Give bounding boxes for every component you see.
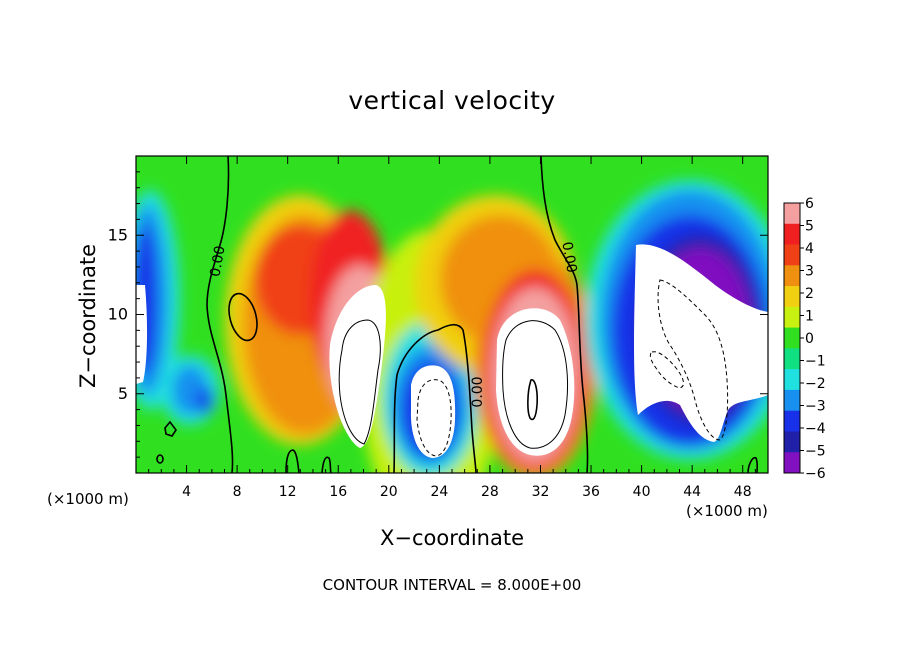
contour-zero-left xyxy=(206,156,234,473)
colorbar-cell xyxy=(784,203,800,225)
colorbar-cell xyxy=(784,327,800,349)
x-tick-label: 12 xyxy=(279,484,297,500)
colorbar: 6 5 4 3 2 1 0 −1 −2 −3 −4 −5 −6 xyxy=(783,196,826,482)
x-tick-label: 32 xyxy=(532,484,550,500)
colorbar-tick-label: 6 xyxy=(805,196,814,212)
x-unit-right: (×1000 m) xyxy=(686,502,768,520)
colorbar-cell xyxy=(784,348,800,370)
x-tick-label: 20 xyxy=(380,484,398,500)
contour-inner-b xyxy=(502,320,569,449)
x-tick-label: 48 xyxy=(734,484,752,500)
contour-bottom-2 xyxy=(321,456,332,473)
colorbar-tick-label: 1 xyxy=(805,309,814,325)
x-tick-label: 24 xyxy=(430,484,448,500)
x-tick-label: 16 xyxy=(329,484,347,500)
colorbar-tick-label: 0 xyxy=(805,331,814,347)
core-left-edge xyxy=(136,285,148,384)
contour-bottom-3 xyxy=(747,456,759,473)
y-tick-label: 5 xyxy=(118,384,128,403)
contour-inner-a xyxy=(338,319,381,445)
x-axis-label: X−coordinate xyxy=(380,526,524,550)
contour-zero-right xyxy=(540,156,589,473)
x-ticks: 4 8 12 16 20 24 28 32 36 40 44 48 xyxy=(148,156,756,500)
colorbar-tick-label: −3 xyxy=(805,399,826,415)
contour-closed-loop xyxy=(228,292,258,342)
colorbar-cell xyxy=(784,244,800,266)
colorbar-tick-label: −6 xyxy=(805,466,826,482)
colorbar-cell xyxy=(784,223,800,246)
colorbar-tick-label: −5 xyxy=(805,444,826,460)
velocity-field xyxy=(136,156,768,473)
colorbar-cell xyxy=(784,265,800,287)
core-downdraft-right xyxy=(634,244,768,442)
colorbar-tick-label: 4 xyxy=(805,241,814,257)
inner-contours xyxy=(338,279,729,457)
colorbar-cell xyxy=(784,389,800,412)
y-tick-label: 10 xyxy=(108,305,128,324)
x-tick-label: 8 xyxy=(233,484,242,500)
colorbar-tick-label: −1 xyxy=(805,354,826,370)
contour-label-group: 0.00 0.00 0.00 xyxy=(207,241,579,408)
x-tick-label: 28 xyxy=(481,484,499,500)
contour-label-right: 0.00 xyxy=(558,241,579,274)
contour-dashed-center xyxy=(416,379,452,457)
colorbar-tick-label: 5 xyxy=(805,219,814,235)
chart-title: vertical velocity xyxy=(348,86,556,115)
colorbar-cell xyxy=(784,431,800,453)
contour-dashed-right-small xyxy=(649,351,684,389)
x-tick-label: 36 xyxy=(582,484,600,500)
y-ticks: 5 10 15 xyxy=(108,171,768,458)
contour-small-1 xyxy=(164,420,177,437)
colorbar-tick-label: 3 xyxy=(805,264,814,280)
contour-dashed-right xyxy=(657,279,729,441)
core-updraft-a xyxy=(329,285,386,448)
x-tick-label: 44 xyxy=(683,484,701,500)
contour-small-2 xyxy=(156,454,164,464)
contour-bottom-1 xyxy=(285,449,300,473)
colorbar-cell xyxy=(784,410,800,432)
colorbar-cell xyxy=(784,306,800,329)
field-left-lower-darkblue xyxy=(197,386,213,414)
x-tick-label: 4 xyxy=(182,484,191,500)
contour-zero-center xyxy=(393,323,477,473)
colorbar-tick-label: −4 xyxy=(805,421,826,437)
y-tick-label: 15 xyxy=(108,225,128,244)
contour-interval-note: CONTOUR INTERVAL = 8.000E+00 xyxy=(322,576,582,594)
contour-label-center: 0.00 xyxy=(470,376,486,407)
core-downdraft xyxy=(410,365,456,458)
x-tick-label: 40 xyxy=(633,484,651,500)
colorbar-tick-label: −2 xyxy=(805,376,826,392)
colorbar-tick-label: 2 xyxy=(805,286,814,302)
contour-label-left: 0.00 xyxy=(207,245,228,278)
x-unit-left: (×1000 m) xyxy=(47,490,129,508)
colorbar-cell xyxy=(784,452,800,474)
zero-contours xyxy=(156,156,759,473)
colorbar-cell xyxy=(784,369,800,391)
contour-inner-b-core xyxy=(527,379,538,421)
colorbar-cell xyxy=(784,286,800,308)
